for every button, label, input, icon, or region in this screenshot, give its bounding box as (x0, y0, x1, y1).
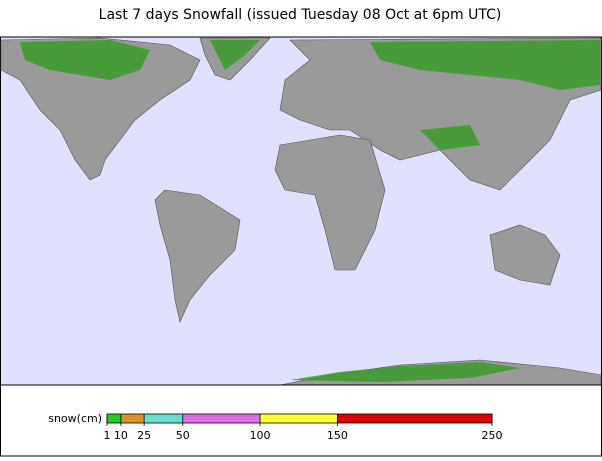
snow-area (20, 40, 150, 80)
tick-label: 1 (104, 429, 111, 442)
tick-label: 150 (327, 429, 348, 442)
tick-label: 10 (114, 429, 128, 442)
colorbar-segment (260, 414, 338, 423)
colorbar-segment (107, 414, 121, 423)
snow-area (420, 125, 480, 150)
australia (489, 224, 561, 286)
map (0, 36, 602, 386)
snow-area (370, 40, 600, 90)
tick-label: 100 (250, 429, 271, 442)
tick-label: 250 (482, 429, 503, 442)
map-title: Last 7 days Snowfall (issued Tuesday 08 … (99, 7, 502, 23)
colorbar-segment (144, 414, 183, 423)
north-america (0, 37, 201, 181)
colorbar-segment (120, 414, 145, 423)
colorbar-segment (182, 414, 261, 423)
colorbar: 1 10 25 50 100 150 250 (104, 413, 503, 442)
south-america (154, 189, 241, 323)
snow-area (210, 40, 260, 70)
tick-label: 25 (137, 429, 151, 442)
tick-label: 50 (176, 429, 190, 442)
colorbar-label: snow(cm) (48, 412, 102, 425)
snow-area (290, 362, 520, 382)
colorbar-segment (337, 414, 492, 423)
africa (274, 134, 386, 271)
